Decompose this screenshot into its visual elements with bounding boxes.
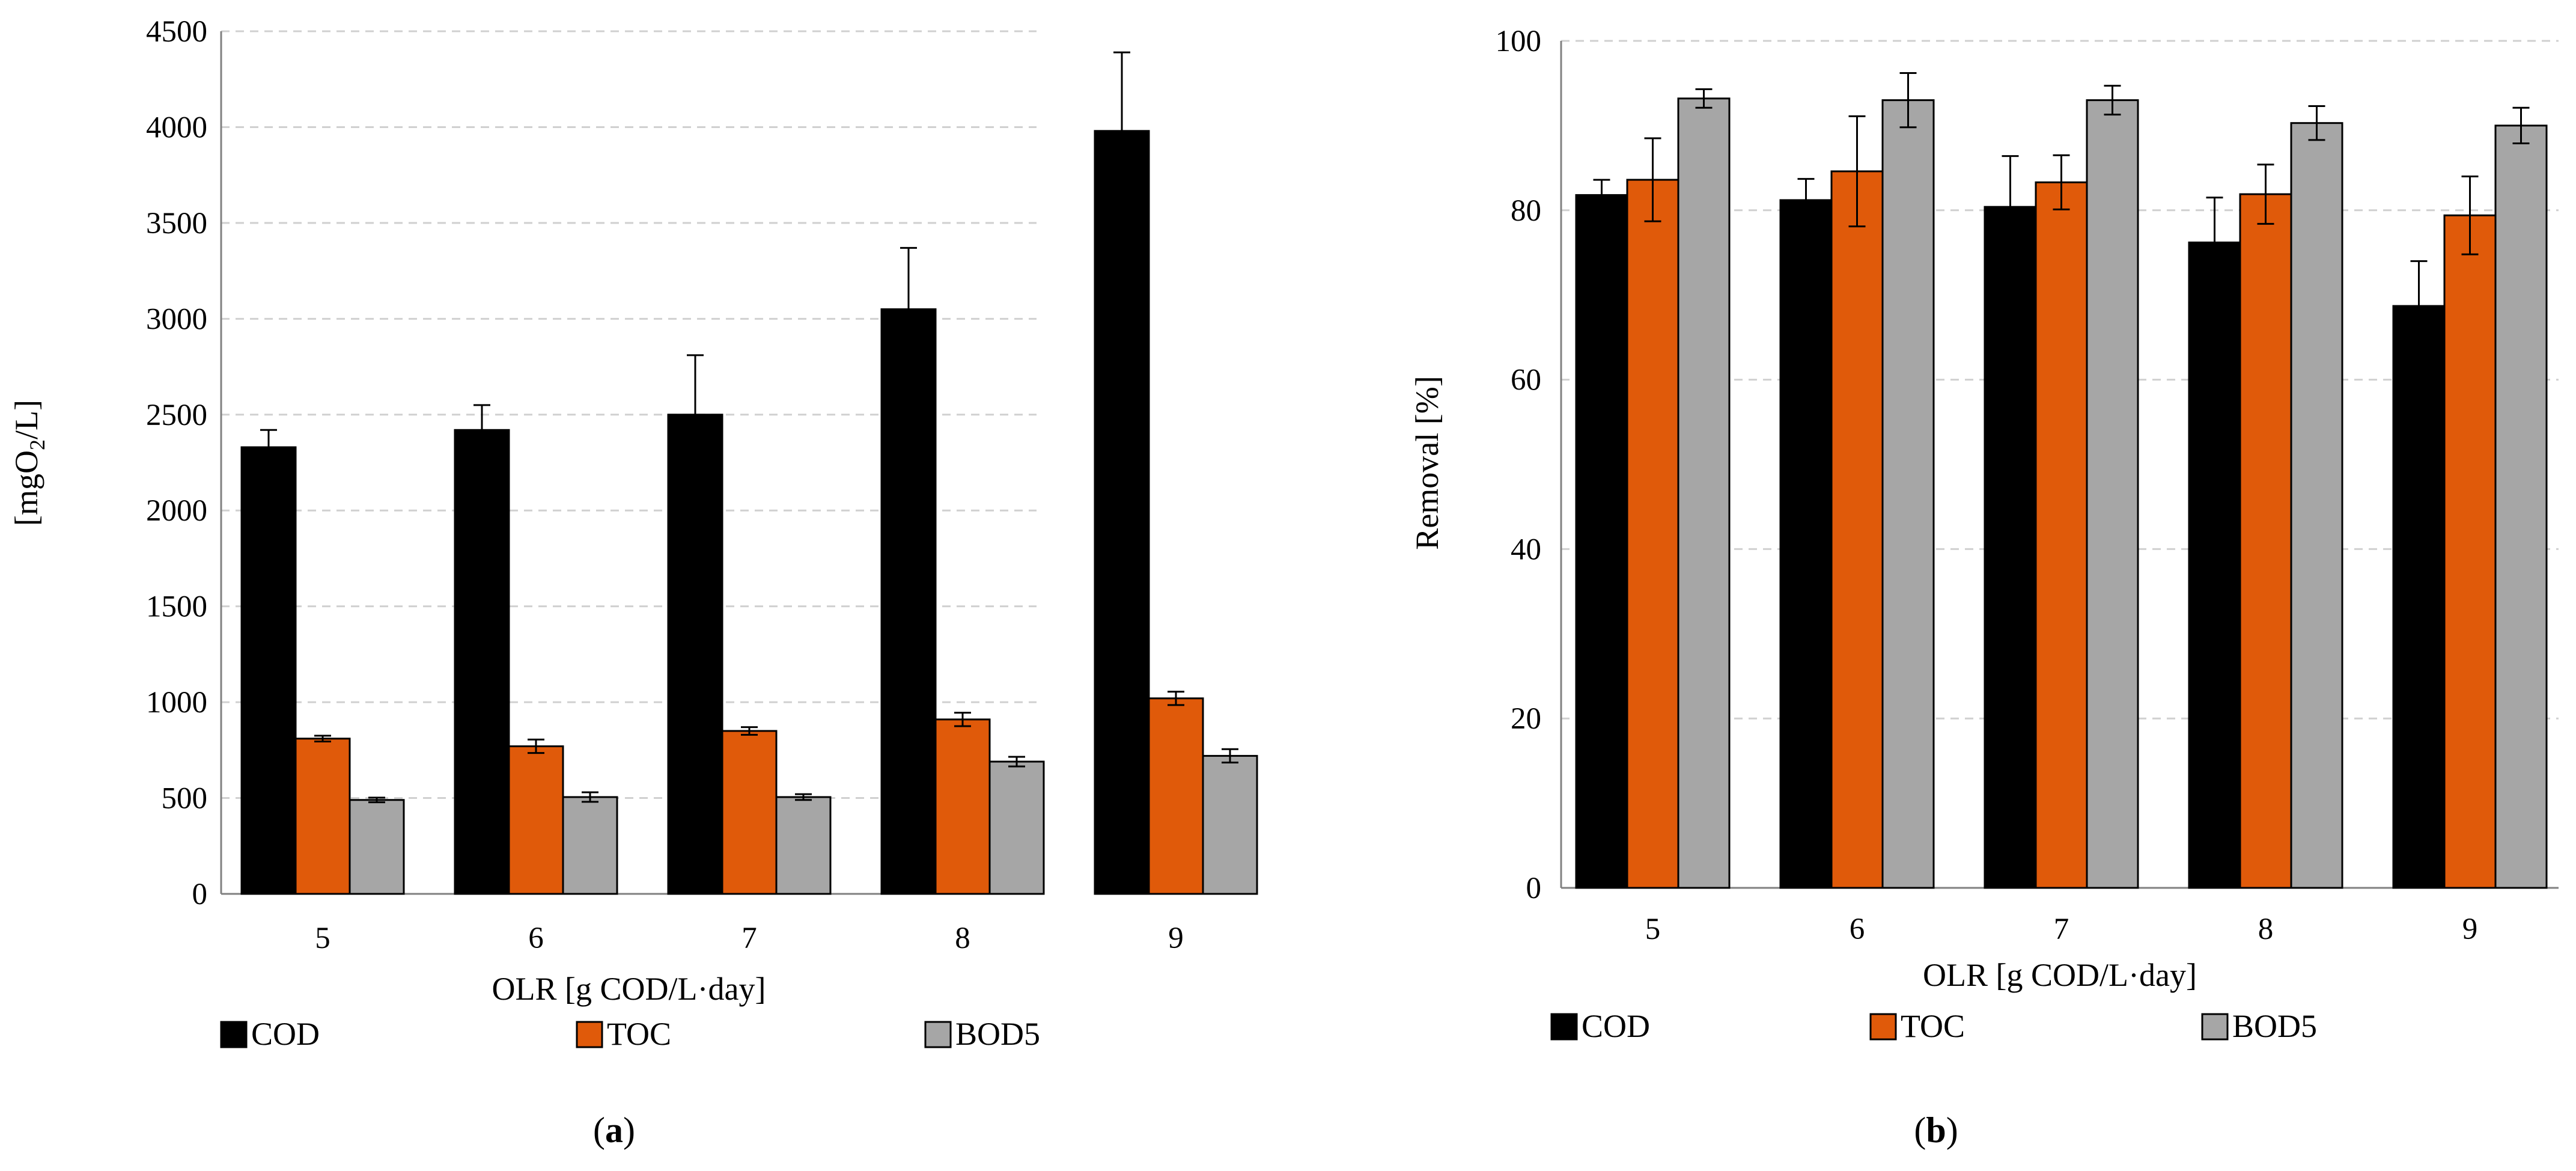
x-tick-label: 9 [2462, 913, 2478, 946]
y-tick-label: 3000 [146, 302, 207, 336]
x-tick-label: 9 [1168, 922, 1184, 955]
y-tick-label: 2500 [146, 399, 207, 432]
panel-label: (b) [1914, 1110, 1958, 1150]
y-tick-label: 20 [1511, 702, 1541, 736]
panel-label: (a) [593, 1110, 635, 1150]
legend-label-cod: COD [251, 1016, 320, 1052]
x-axis-label: OLR [g COD/L·day] [1923, 957, 2197, 993]
y-tick-label: 0 [1526, 872, 1542, 905]
bar-cod-5 [1575, 194, 1628, 889]
x-tick-label: 7 [2054, 913, 2069, 946]
x-tick-label: 5 [1645, 913, 1661, 946]
legend-swatch-bod5 [924, 1021, 952, 1048]
bar-bod5-8 [2290, 122, 2343, 889]
bar-cod-9 [1094, 130, 1150, 895]
bar-cod-9 [2392, 305, 2446, 889]
legend-swatch-cod [1550, 1013, 1578, 1041]
legend-label-bod5: BOD5 [2232, 1008, 2317, 1044]
chart-b: 0 20 40 60 80 100 5 6 7 8 9 OLR [g COD/L·day] Remova… [1409, 25, 2559, 1150]
y-tick-label: 1000 [146, 686, 207, 720]
bar-cod-7 [1984, 206, 2037, 889]
y-tick-label: 500 [162, 782, 208, 816]
bar-cod-7 [667, 414, 723, 895]
bar-toc-5 [294, 738, 351, 895]
legend-swatch-toc [1869, 1013, 1897, 1041]
bar-bod5-7 [2086, 99, 2139, 889]
y-tick-label: 4000 [146, 111, 207, 144]
bar-toc-5 [1626, 179, 1679, 889]
bar-bod5-8 [988, 760, 1045, 895]
bar-toc-8 [934, 718, 991, 895]
y-tick-label: 3500 [146, 207, 207, 240]
y-tick-label: 40 [1511, 533, 1541, 566]
x-tick-label: 6 [1850, 913, 1865, 946]
y-axis-label: [mgO2/L] [8, 400, 49, 526]
bar-toc-6 [1830, 170, 1884, 889]
x-tick-label: 6 [528, 922, 544, 955]
bar-bod5-6 [562, 796, 618, 895]
x-tick-label: 5 [315, 922, 330, 955]
y-tick-label: 4500 [146, 15, 207, 49]
bar-bod5-7 [775, 796, 832, 895]
legend-label-toc: TOC [607, 1016, 671, 1052]
y-tick-label: 100 [1496, 25, 1542, 58]
legend-swatch-bod5 [2201, 1013, 2229, 1041]
bar-bod5-6 [1881, 99, 1935, 889]
y-tick-label: 0 [192, 878, 208, 911]
bar-bod5-5 [349, 799, 405, 895]
bar-cod-5 [240, 446, 297, 895]
bar-bod5-9 [1202, 754, 1258, 895]
y-axis-label: Removal [%] [1409, 376, 1445, 549]
legend-swatch-toc [576, 1021, 603, 1048]
bar-cod-8 [880, 308, 937, 895]
x-tick-label: 7 [741, 922, 757, 955]
chart-a: 0 500 1000 1500 2000 2500 3000 3500 4000 4500 5 6 7 8… [8, 15, 1258, 1150]
bar-cod-6 [454, 429, 510, 895]
y-tick-label: 2000 [146, 494, 207, 528]
bar-cod-6 [1779, 199, 1833, 889]
bar-toc-7 [2035, 181, 2088, 889]
x-tick-label: 8 [2258, 913, 2274, 946]
bar-bod5-9 [2494, 124, 2548, 889]
bar-toc-9 [2443, 214, 2497, 889]
y-tick-label: 60 [1511, 364, 1541, 397]
bar-bod5-5 [1677, 97, 1731, 889]
bar-toc-9 [1148, 697, 1204, 895]
x-axis-label: OLR [g COD/L·day] [492, 971, 766, 1007]
bar-toc-6 [508, 745, 564, 895]
bar-cod-8 [2188, 241, 2241, 889]
legend-swatch-cod [220, 1021, 248, 1048]
legend-label-bod5: BOD5 [955, 1016, 1040, 1052]
bar-toc-7 [721, 730, 778, 895]
legend-label-toc: TOC [1901, 1008, 1965, 1044]
bar-toc-8 [2239, 193, 2292, 889]
y-tick-label: 1500 [146, 590, 207, 624]
x-tick-label: 8 [955, 922, 970, 955]
legend-label-cod: COD [1582, 1008, 1650, 1044]
y-tick-label: 80 [1511, 194, 1541, 228]
